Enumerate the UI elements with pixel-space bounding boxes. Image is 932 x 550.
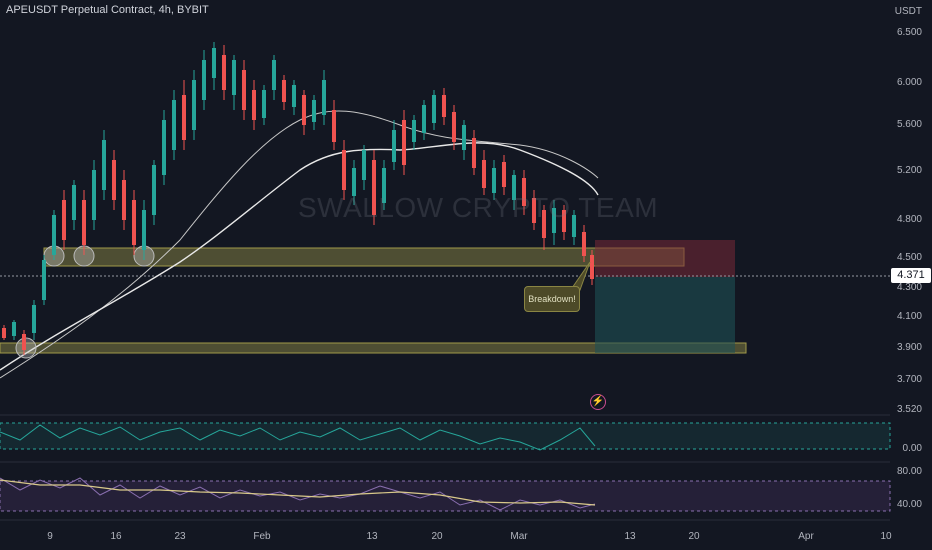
indicator-tick: 80.00 bbox=[896, 466, 922, 477]
price-tick: 6.000 bbox=[896, 77, 922, 88]
indicator-tick: 40.00 bbox=[896, 499, 922, 510]
indicator1-band bbox=[0, 422, 891, 450]
date-tick: 20 bbox=[431, 531, 443, 542]
date-tick: Mar bbox=[510, 531, 528, 542]
date-tick: 10 bbox=[880, 531, 892, 542]
ma-long-line bbox=[0, 142, 599, 371]
price-tick: 6.500 bbox=[896, 27, 922, 38]
price-tick: 5.200 bbox=[896, 165, 922, 176]
stop-loss-zone bbox=[595, 240, 735, 277]
date-tick: 13 bbox=[366, 531, 378, 542]
symbol-title: APEUSDT Perpetual Contract, 4h, BYBIT bbox=[6, 4, 209, 16]
price-tick: 4.800 bbox=[896, 214, 922, 225]
price-tick: 3.700 bbox=[896, 374, 922, 385]
date-tick: Feb bbox=[253, 531, 271, 542]
date-tick: 13 bbox=[624, 531, 636, 542]
current-price-tag: 4.371 bbox=[891, 268, 931, 283]
price-tick: 3.900 bbox=[896, 342, 922, 353]
watermark-text: SWALLOW CRYPTO TEAM bbox=[298, 192, 659, 223]
currency-label: USDT bbox=[894, 6, 922, 17]
candles bbox=[2, 42, 594, 355]
take-profit-zone bbox=[595, 277, 735, 353]
date-tick: 16 bbox=[110, 531, 122, 542]
date-tick: 20 bbox=[688, 531, 700, 542]
date-tick: 23 bbox=[174, 531, 186, 542]
breakdown-annotation[interactable]: Breakdown! bbox=[524, 286, 580, 312]
indicator-tick: 0.00 bbox=[902, 443, 922, 454]
support-zone-lower bbox=[0, 342, 747, 354]
price-tick: 3.520 bbox=[896, 404, 922, 415]
price-tick: 4.500 bbox=[896, 252, 922, 263]
lightning-icon[interactable]: ⚡ bbox=[590, 394, 606, 410]
price-tick: 4.300 bbox=[896, 282, 922, 293]
ma-short-line bbox=[0, 110, 599, 379]
price-tick: 5.600 bbox=[896, 119, 922, 130]
date-tick: Apr bbox=[798, 531, 814, 542]
price-tick: 4.100 bbox=[896, 311, 922, 322]
date-tick: 9 bbox=[47, 531, 53, 542]
